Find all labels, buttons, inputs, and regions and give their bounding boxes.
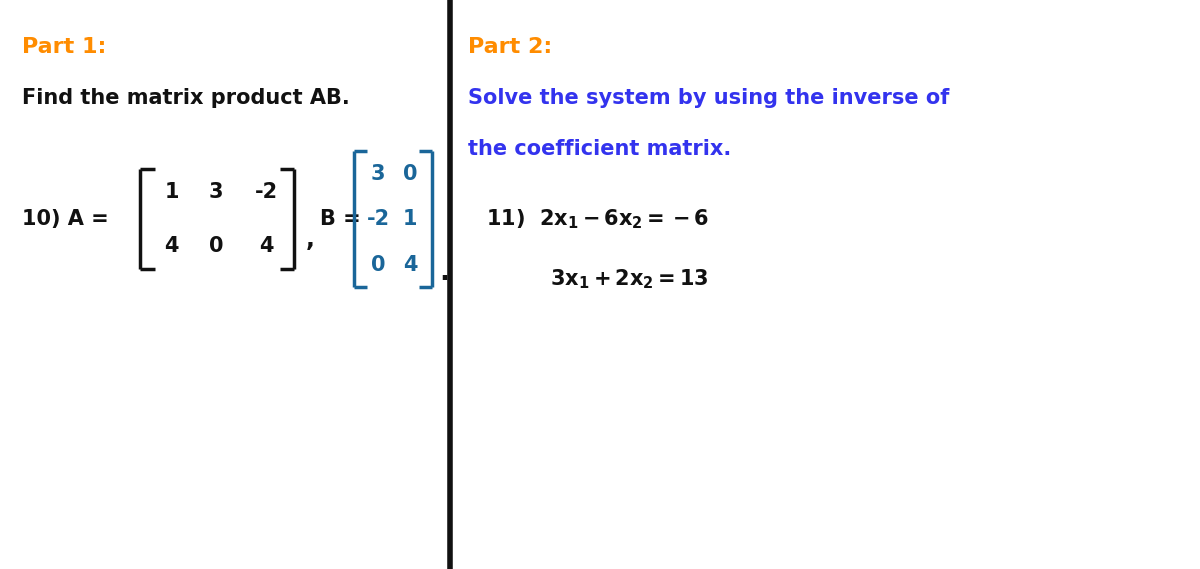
Text: 3: 3: [371, 163, 385, 184]
Text: B =: B =: [320, 209, 361, 229]
Text: -2: -2: [254, 182, 278, 202]
Text: 4: 4: [259, 236, 274, 257]
Text: Find the matrix product AB.: Find the matrix product AB.: [22, 88, 349, 108]
Text: 10) A =: 10) A =: [22, 209, 108, 229]
Text: 0: 0: [371, 254, 385, 275]
Text: 1: 1: [164, 182, 179, 202]
Text: 4: 4: [403, 254, 418, 275]
Text: 0: 0: [403, 163, 418, 184]
Text: 11)  $\mathbf{2x_1 - 6x_2 = -6}$: 11) $\mathbf{2x_1 - 6x_2 = -6}$: [486, 208, 709, 231]
Text: Part 1:: Part 1:: [22, 37, 106, 57]
Text: 0: 0: [209, 236, 223, 257]
Text: 1: 1: [403, 209, 418, 229]
Text: 3: 3: [209, 182, 223, 202]
Text: .: .: [439, 260, 449, 286]
Text: Part 2:: Part 2:: [468, 37, 552, 57]
Text: -2: -2: [366, 209, 390, 229]
Text: the coefficient matrix.: the coefficient matrix.: [468, 139, 731, 159]
Text: Solve the system by using the inverse of: Solve the system by using the inverse of: [468, 88, 949, 108]
Text: $\mathbf{3x_1 + 2x_2 = 13}$: $\mathbf{3x_1 + 2x_2 = 13}$: [550, 267, 708, 291]
Text: 4: 4: [164, 236, 179, 257]
Text: ,: ,: [306, 227, 314, 251]
